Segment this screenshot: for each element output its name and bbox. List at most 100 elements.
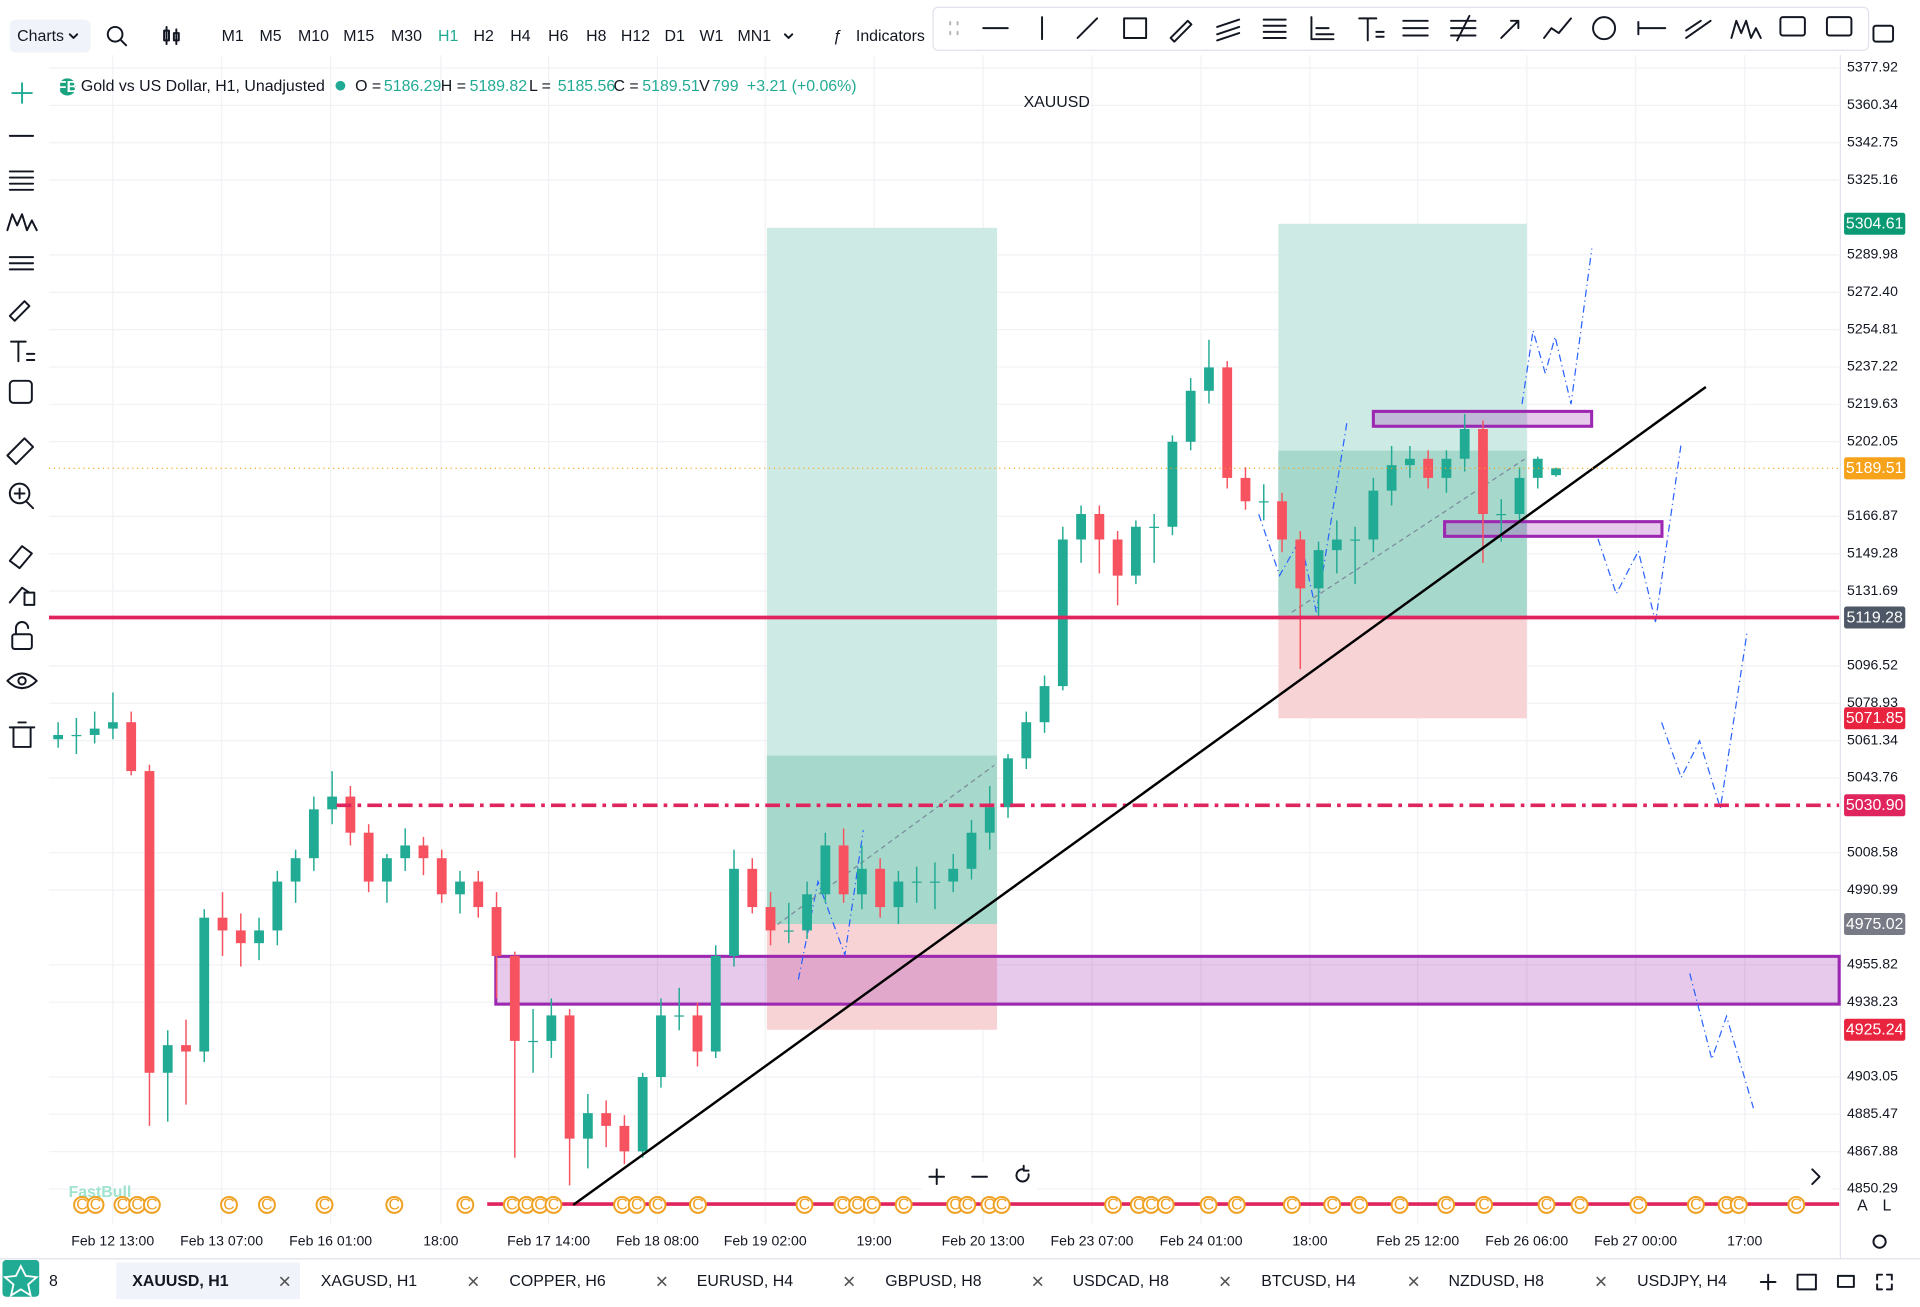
- event-icon[interactable]: [142, 1195, 161, 1214]
- event-icon-label[interactable]: C: [1733, 1197, 1745, 1214]
- event-icon[interactable]: [385, 1195, 404, 1214]
- event-icon-label[interactable]: C: [851, 1197, 862, 1214]
- event-icon[interactable]: [1227, 1195, 1246, 1214]
- event-icon-label[interactable]: C: [319, 1197, 331, 1214]
- tab-label[interactable]: EURUSD, H4: [697, 1273, 793, 1290]
- event-icon-label[interactable]: C: [117, 1197, 129, 1214]
- event-icon-label[interactable]: C: [984, 1197, 996, 1214]
- event-icon[interactable]: [894, 1195, 913, 1214]
- tab-active[interactable]: [116, 1262, 301, 1300]
- event-icon-label[interactable]: C: [1160, 1197, 1171, 1214]
- tab-label[interactable]: USDJPY, H4: [1637, 1273, 1727, 1290]
- timeframe[interactable]: H4: [510, 28, 530, 45]
- scale-button[interactable]: A: [1857, 1197, 1868, 1214]
- event-icon-label[interactable]: C: [1541, 1197, 1553, 1214]
- tool[interactable]: [1216, 18, 1241, 42]
- tab-label[interactable]: XAGUSD, H1: [321, 1273, 417, 1290]
- event-icon-label[interactable]: C: [1574, 1197, 1586, 1214]
- tab-label[interactable]: 8: [49, 1273, 58, 1290]
- tool[interactable]: [14, 621, 30, 636]
- tool[interactable]: [6, 672, 38, 690]
- event-icon-label[interactable]: C: [1440, 1197, 1452, 1214]
- tool[interactable]: [1262, 18, 1287, 39]
- tab-close[interactable]: [1596, 1276, 1606, 1287]
- timeframe[interactable]: H6: [548, 28, 568, 45]
- chart-type-icon[interactable]: [163, 25, 180, 46]
- tab-close[interactable]: [468, 1276, 479, 1287]
- tool[interactable]: [1825, 16, 1853, 37]
- panel-toggle[interactable]: [1872, 24, 1895, 43]
- scroll-right[interactable]: [1811, 1168, 1821, 1186]
- tool[interactable]: [1450, 14, 1477, 42]
- timeframe[interactable]: H8: [586, 28, 606, 45]
- event-icon-label[interactable]: C: [1633, 1197, 1645, 1214]
- tool[interactable]: [6, 213, 38, 232]
- tab-close[interactable]: [656, 1276, 667, 1287]
- event-icon-label[interactable]: C: [692, 1197, 703, 1214]
- event-icon[interactable]: [1787, 1195, 1806, 1214]
- timeframe[interactable]: H1: [438, 28, 458, 45]
- fullscreen[interactable]: [1876, 1273, 1893, 1291]
- tool[interactable]: [1592, 16, 1617, 41]
- tab-label[interactable]: XAUUSD, H1: [132, 1273, 228, 1290]
- tab-close[interactable]: [279, 1276, 290, 1287]
- tool[interactable]: [8, 379, 33, 404]
- menu-button[interactable]: [9, 19, 91, 53]
- timeframe[interactable]: M10: [298, 28, 329, 45]
- event-icon-label[interactable]: C: [1326, 1197, 1338, 1214]
- event-icon-label[interactable]: C: [616, 1197, 628, 1214]
- event-icon-label[interactable]: C: [534, 1197, 546, 1214]
- event-icon[interactable]: [1475, 1195, 1494, 1214]
- event-icon-label[interactable]: C: [1231, 1197, 1242, 1214]
- event-icon-label[interactable]: C: [631, 1197, 642, 1214]
- tool[interactable]: [1730, 19, 1762, 39]
- tool[interactable]: [1310, 16, 1335, 41]
- event-icon[interactable]: [1437, 1195, 1456, 1214]
- timeframe[interactable]: H12: [621, 28, 650, 45]
- timeframe[interactable]: M30: [391, 28, 422, 45]
- tool[interactable]: [8, 170, 35, 191]
- search-icon[interactable]: [106, 25, 124, 43]
- event-icon-label[interactable]: C: [1721, 1197, 1733, 1214]
- event-icon-label[interactable]: C: [261, 1197, 273, 1214]
- event-icon[interactable]: [627, 1195, 646, 1214]
- event-icon-label[interactable]: C: [76, 1197, 88, 1214]
- tab-label[interactable]: COPPER, H6: [509, 1273, 605, 1290]
- event-icon-label[interactable]: C: [1203, 1197, 1214, 1214]
- event-icon[interactable]: [1323, 1195, 1342, 1214]
- tool[interactable]: [11, 82, 33, 104]
- tool[interactable]: [17, 676, 27, 686]
- event-icon-label[interactable]: C: [548, 1197, 560, 1214]
- event-icon-label[interactable]: C: [1394, 1197, 1406, 1214]
- event-icon-label[interactable]: C: [652, 1197, 664, 1214]
- tool[interactable]: [1779, 16, 1806, 37]
- event-icon[interactable]: [1390, 1195, 1409, 1214]
- event-icon-label[interactable]: C: [949, 1197, 960, 1214]
- event-icon-label[interactable]: C: [1478, 1197, 1490, 1214]
- event-icon-label[interactable]: C: [1353, 1197, 1365, 1214]
- event-icon-label[interactable]: C: [799, 1197, 811, 1214]
- watchlist-button[interactable]: [2, 1259, 40, 1297]
- event-icon-label[interactable]: C: [131, 1197, 143, 1214]
- tool[interactable]: [8, 545, 33, 570]
- tool[interactable]: [8, 721, 36, 748]
- tool[interactable]: [8, 586, 36, 606]
- event-icon-label[interactable]: C: [1690, 1197, 1702, 1214]
- event-icon-label[interactable]: C: [223, 1197, 235, 1214]
- event-icon[interactable]: [544, 1195, 563, 1214]
- tool[interactable]: [1076, 17, 1099, 39]
- event-icon-label[interactable]: C: [389, 1197, 401, 1214]
- tool[interactable]: [8, 482, 31, 505]
- tool[interactable]: [1169, 19, 1193, 43]
- zoom-in[interactable]: [928, 1168, 946, 1186]
- tab-label[interactable]: NZDUSD, H8: [1449, 1273, 1545, 1290]
- event-icon-label[interactable]: C: [1791, 1197, 1803, 1214]
- timeframe[interactable]: M5: [260, 28, 282, 45]
- event-icon-label[interactable]: C: [837, 1197, 849, 1214]
- event-icon[interactable]: [689, 1195, 707, 1214]
- add-tab[interactable]: [1759, 1273, 1777, 1291]
- indicators-icon[interactable]: ƒ: [833, 28, 842, 45]
- event-icon[interactable]: [1629, 1195, 1648, 1214]
- tool[interactable]: [13, 487, 35, 510]
- event-icon[interactable]: [1104, 1195, 1122, 1214]
